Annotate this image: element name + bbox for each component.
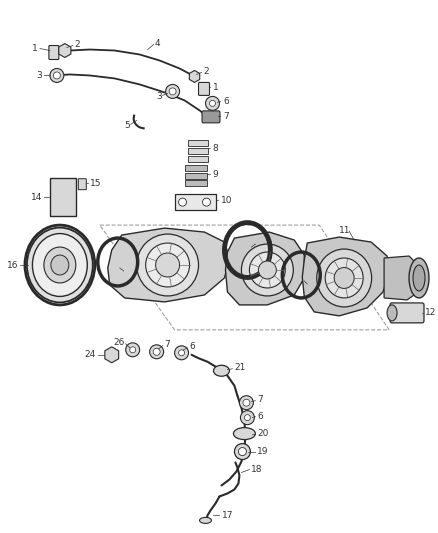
Text: 3: 3 (156, 92, 162, 101)
Text: 4: 4 (155, 39, 160, 48)
Circle shape (240, 395, 254, 410)
FancyBboxPatch shape (198, 83, 209, 95)
Text: 25: 25 (309, 280, 321, 289)
Text: 3: 3 (36, 71, 42, 80)
Ellipse shape (409, 258, 429, 298)
Ellipse shape (51, 255, 69, 275)
Circle shape (179, 350, 184, 356)
Circle shape (202, 198, 211, 206)
Text: 21: 21 (234, 364, 246, 372)
Text: 1: 1 (32, 44, 38, 53)
Text: 22: 22 (258, 238, 268, 247)
Polygon shape (226, 232, 304, 305)
Text: 10: 10 (220, 196, 232, 205)
Circle shape (53, 72, 60, 79)
Ellipse shape (413, 265, 425, 291)
Ellipse shape (334, 268, 354, 288)
Circle shape (126, 343, 140, 357)
Text: 26: 26 (113, 338, 125, 348)
Ellipse shape (258, 261, 276, 279)
FancyBboxPatch shape (184, 173, 206, 179)
Ellipse shape (213, 365, 230, 376)
Circle shape (243, 399, 250, 406)
Ellipse shape (249, 252, 285, 288)
Circle shape (153, 348, 160, 356)
FancyBboxPatch shape (49, 45, 59, 60)
Text: 9: 9 (212, 169, 218, 179)
Text: 1: 1 (212, 83, 218, 92)
Ellipse shape (387, 305, 397, 321)
Circle shape (238, 448, 247, 456)
FancyBboxPatch shape (78, 179, 86, 190)
Text: 6: 6 (258, 412, 263, 421)
Ellipse shape (317, 249, 371, 307)
FancyBboxPatch shape (184, 180, 206, 186)
Ellipse shape (27, 228, 93, 302)
Ellipse shape (146, 243, 190, 287)
Ellipse shape (44, 247, 76, 283)
Text: 2: 2 (204, 67, 209, 76)
Circle shape (205, 96, 219, 110)
Text: 7: 7 (258, 395, 263, 404)
FancyBboxPatch shape (187, 140, 208, 146)
Ellipse shape (32, 233, 87, 296)
Circle shape (234, 443, 251, 459)
Text: 14: 14 (31, 192, 42, 201)
Text: 24: 24 (85, 350, 96, 359)
FancyBboxPatch shape (187, 156, 208, 162)
Circle shape (244, 415, 251, 421)
FancyBboxPatch shape (175, 194, 216, 210)
Circle shape (209, 100, 215, 107)
Circle shape (166, 84, 180, 99)
Text: 6: 6 (190, 342, 195, 351)
Ellipse shape (155, 253, 180, 277)
Circle shape (240, 410, 254, 425)
Ellipse shape (325, 258, 363, 298)
Circle shape (179, 198, 187, 206)
Circle shape (169, 88, 176, 95)
Text: 16: 16 (7, 261, 18, 270)
Ellipse shape (137, 234, 198, 296)
FancyBboxPatch shape (50, 178, 76, 216)
Text: 11: 11 (339, 225, 351, 235)
Ellipse shape (200, 518, 212, 523)
Polygon shape (302, 237, 389, 316)
Text: 8: 8 (212, 144, 218, 153)
Text: 20: 20 (258, 429, 269, 438)
Circle shape (150, 345, 164, 359)
FancyBboxPatch shape (390, 303, 424, 323)
Text: 18: 18 (251, 465, 263, 474)
Ellipse shape (241, 244, 293, 296)
Polygon shape (384, 256, 419, 300)
FancyBboxPatch shape (202, 111, 220, 123)
Polygon shape (108, 228, 230, 302)
Circle shape (50, 68, 64, 83)
Text: 12: 12 (425, 309, 436, 317)
Text: 17: 17 (222, 511, 233, 520)
Text: 6: 6 (223, 97, 229, 106)
Polygon shape (189, 70, 200, 83)
Ellipse shape (233, 427, 255, 440)
FancyBboxPatch shape (184, 165, 206, 171)
Circle shape (175, 346, 188, 360)
Text: 7: 7 (223, 112, 229, 121)
FancyBboxPatch shape (187, 148, 208, 154)
Polygon shape (105, 347, 119, 363)
Text: 19: 19 (258, 447, 269, 456)
Text: 2: 2 (75, 40, 81, 49)
Text: 15: 15 (90, 179, 101, 188)
Text: 13: 13 (125, 268, 136, 277)
Text: 5: 5 (124, 121, 130, 130)
Circle shape (130, 347, 136, 353)
Polygon shape (59, 44, 71, 58)
Text: 7: 7 (165, 340, 170, 349)
